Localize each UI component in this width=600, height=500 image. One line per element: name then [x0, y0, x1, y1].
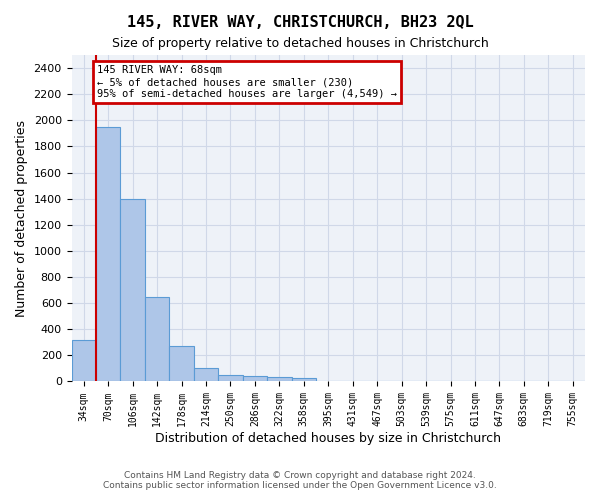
- Bar: [218, 375, 242, 382]
- Y-axis label: Number of detached properties: Number of detached properties: [15, 120, 28, 316]
- Bar: [71, 340, 96, 382]
- Bar: [145, 296, 169, 382]
- Text: 145 RIVER WAY: 68sqm
← 5% of detached houses are smaller (230)
95% of semi-detac: 145 RIVER WAY: 68sqm ← 5% of detached ho…: [97, 66, 397, 98]
- X-axis label: Distribution of detached houses by size in Christchurch: Distribution of detached houses by size …: [155, 432, 501, 445]
- Bar: [194, 368, 218, 382]
- Bar: [121, 198, 145, 382]
- Text: Size of property relative to detached houses in Christchurch: Size of property relative to detached ho…: [112, 38, 488, 51]
- Bar: [242, 376, 267, 382]
- Bar: [96, 127, 121, 382]
- Text: Contains HM Land Registry data © Crown copyright and database right 2024.
Contai: Contains HM Land Registry data © Crown c…: [103, 470, 497, 490]
- Bar: [169, 346, 194, 382]
- Bar: [267, 377, 292, 382]
- Bar: [292, 378, 316, 382]
- Text: 145, RIVER WAY, CHRISTCHURCH, BH23 2QL: 145, RIVER WAY, CHRISTCHURCH, BH23 2QL: [127, 15, 473, 30]
